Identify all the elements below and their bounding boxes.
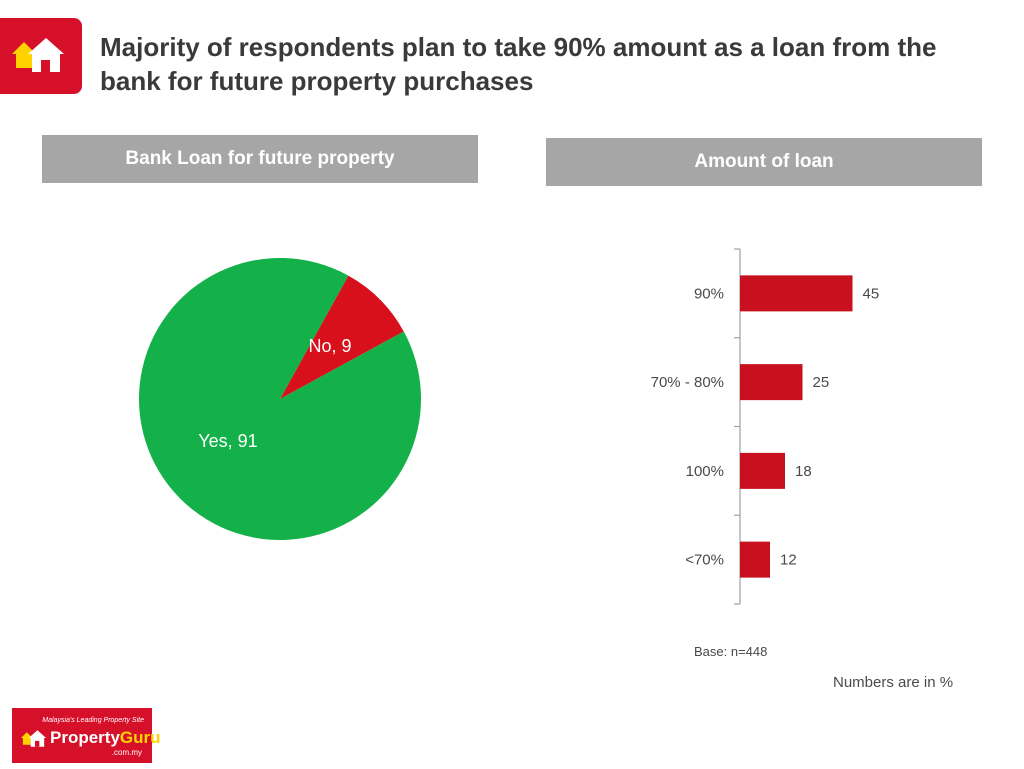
pie-label-yes: Yes, 91 (198, 431, 257, 451)
bar-3 (740, 541, 770, 578)
brand-name: PropertyGuru (50, 728, 161, 748)
bar-category-label: <70% (685, 552, 724, 569)
brand-tagline: Malaysia's Leading Property Site (42, 717, 144, 724)
bar-2 (740, 452, 785, 489)
bar-0 (740, 275, 853, 312)
pie-chart-title: Bank Loan for future property (42, 135, 478, 183)
base-note: Base: n=448 (694, 644, 768, 659)
bar-value-label: 12 (780, 552, 797, 569)
pie-slice-no (280, 275, 404, 399)
pie-label-no: No, 9 (308, 336, 351, 356)
brand-name-part-b: Guru (119, 728, 161, 747)
bar-value-label: 45 (863, 285, 880, 302)
footer-brand-logo: Malaysia's Leading Property Site Propert… (12, 708, 161, 763)
bar-chart-title: Amount of loan (546, 138, 982, 186)
bar-value-label: 25 (813, 374, 830, 391)
brand-name-part-a: Property (50, 728, 120, 747)
brand-domain: .com.my (111, 748, 142, 757)
house-logo-icon (12, 38, 64, 72)
header-logo-badge (0, 18, 82, 94)
bar-category-label: 100% (686, 463, 724, 480)
page-title: Majority of respondents plan to take 90%… (100, 32, 937, 96)
units-note: Numbers are in % (833, 674, 954, 691)
bar-1 (740, 364, 803, 401)
bar-category-label: 90% (694, 285, 724, 302)
house-logo-icon (20, 730, 47, 747)
bar-value-label: 18 (795, 463, 812, 480)
pie-slice-yes (138, 258, 422, 540)
bar-category-label: 70% - 80% (651, 374, 724, 391)
